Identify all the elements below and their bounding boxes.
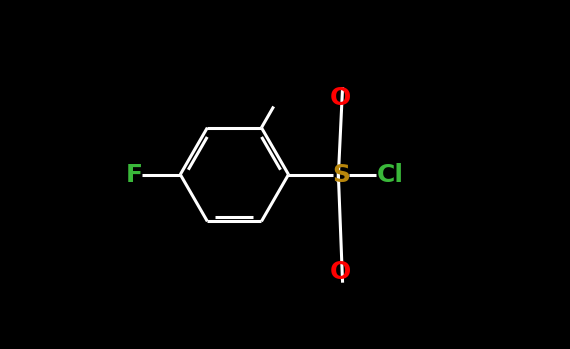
Text: S: S <box>332 163 350 186</box>
Text: O: O <box>330 260 352 284</box>
Text: F: F <box>126 163 142 186</box>
Text: Cl: Cl <box>377 163 404 186</box>
Text: O: O <box>330 86 352 110</box>
